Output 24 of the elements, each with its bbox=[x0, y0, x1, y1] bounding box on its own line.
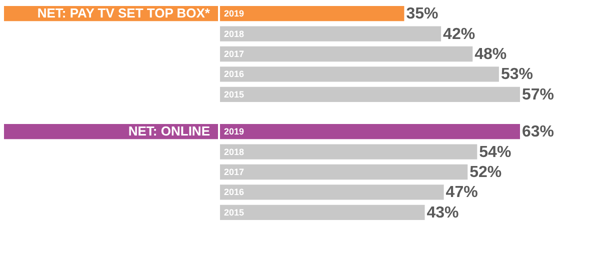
data-label: 54% bbox=[479, 144, 512, 161]
bar bbox=[220, 66, 499, 82]
chart-title: NET: PAY TV SET TOP BOX* bbox=[37, 6, 211, 21]
data-label: 35% bbox=[406, 6, 438, 23]
bar bbox=[220, 164, 468, 180]
data-label: 53% bbox=[500, 66, 533, 84]
bar bbox=[220, 144, 478, 160]
bar bbox=[220, 26, 442, 42]
data-label: 48% bbox=[474, 46, 507, 63]
y-tick-label: 2019 bbox=[224, 8, 244, 19]
data-label: 43% bbox=[426, 204, 459, 222]
data-label: 63% bbox=[522, 124, 554, 141]
y-tick-label: 2019 bbox=[224, 126, 244, 137]
chart-title: NET: ONLINE bbox=[128, 124, 210, 139]
data-label: 42% bbox=[443, 26, 476, 43]
bar bbox=[220, 184, 444, 200]
bar bbox=[220, 6, 404, 22]
data-label: 52% bbox=[470, 164, 502, 181]
bar bbox=[220, 46, 473, 62]
bar bbox=[220, 86, 520, 102]
data-label: 47% bbox=[446, 184, 478, 202]
bar bbox=[220, 124, 520, 140]
data-label: 57% bbox=[522, 86, 554, 104]
bar bbox=[220, 204, 425, 220]
